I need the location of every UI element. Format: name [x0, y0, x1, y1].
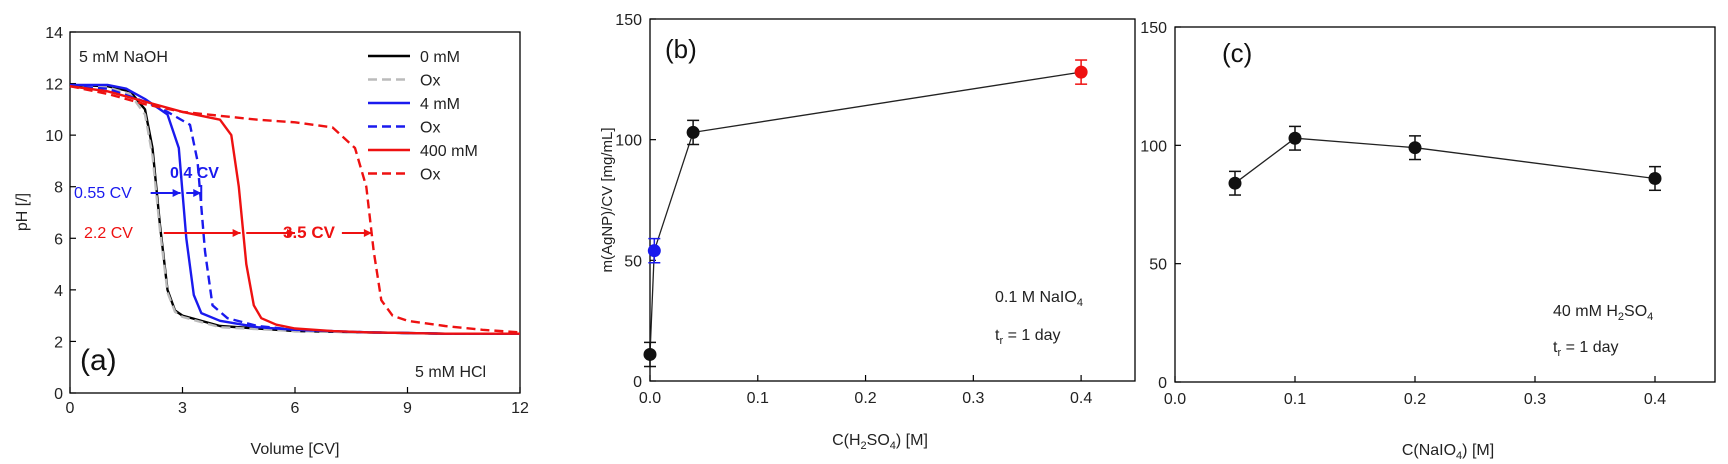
x-tick-label: 3: [178, 400, 187, 417]
panel-a-plot-area: [69, 31, 521, 394]
x-tick-label: 0.0: [1164, 391, 1186, 408]
panel-c: 0.0 0.1 0.2 0.3 0.4 0 50 100 150 C(NaIO4) [M] (c…: [1140, 20, 1716, 462]
arrow-red-1-head: [232, 229, 241, 237]
panel-b-annotation-2: tr = 1 day: [995, 327, 1061, 347]
legend-label-5: Ox: [420, 167, 440, 184]
data-point-0: [1228, 176, 1242, 190]
series-line-5: [69, 85, 521, 334]
y-tick-label: 50: [1149, 257, 1167, 274]
x-tick-label: 0.2: [1404, 391, 1426, 408]
panel-c-plot-area: [1174, 26, 1716, 383]
x-tick-label: 0.0: [639, 390, 661, 407]
x-tick-label: 0: [66, 400, 75, 417]
data-point-3: [1648, 171, 1662, 185]
panel-b-annotation-1: 0.1 M NaIO4: [995, 289, 1083, 309]
y-tick-label: 0: [54, 386, 63, 403]
y-tick-label: 4: [54, 283, 63, 300]
connecting-line: [1234, 137, 1656, 184]
data-point-3: [1074, 65, 1088, 79]
legend-label-2: 4 mM: [420, 96, 460, 113]
y-tick-label: 0: [1158, 375, 1167, 392]
annotation-hcl: 5 mM HCl: [415, 364, 486, 381]
x-tick-label: 0.1: [747, 390, 769, 407]
panel-c-annotation-1: 40 mM H2SO4: [1553, 303, 1653, 323]
y-tick-label: 8: [54, 180, 63, 197]
panel-c-points: [1228, 125, 1662, 196]
panel-b-ticks: 0.0 0.1 0.2 0.3 0.4 0 50 100 150: [615, 12, 1092, 407]
y-tick-label: 150: [1140, 20, 1167, 37]
y-tick-label: 100: [615, 133, 642, 150]
x-tick-label: 12: [511, 400, 529, 417]
data-point-2: [1408, 141, 1422, 155]
data-point-1: [1288, 131, 1302, 145]
y-tick-label: 6: [54, 231, 63, 248]
x-tick-label: 0.3: [962, 390, 984, 407]
panel-b-ylabel: m(AgNP)/CV [mg/mL]: [599, 127, 616, 272]
panel-c-label: (c): [1222, 38, 1252, 68]
x-tick-label: 0.4: [1070, 390, 1092, 407]
y-tick-label: 100: [1140, 138, 1167, 155]
data-point-0: [643, 347, 657, 361]
panel-b-xlabel: C(H2SO4) [M]: [832, 432, 928, 452]
panel-a-lines: [69, 83, 521, 335]
panel-a-xlabel: Volume [CV]: [251, 441, 340, 458]
annotation-blue-left: 0.55 CV: [74, 185, 132, 202]
y-tick-label: 10: [45, 128, 63, 145]
arrow-red-2a-head: [287, 229, 295, 237]
annotation-naoh: 5 mM NaOH: [79, 49, 168, 66]
panel-b-points: [643, 59, 1088, 368]
annotation-red-right: 3.5 CV: [283, 223, 336, 242]
legend-label-3: Ox: [420, 120, 440, 137]
y-tick-label: 50: [624, 253, 642, 270]
panel-a-ylabel: pH [/]: [14, 193, 31, 231]
panel-c-xlabel: C(NaIO4) [M]: [1402, 442, 1494, 462]
y-tick-label: 12: [45, 77, 63, 94]
y-tick-label: 14: [45, 25, 63, 42]
y-tick-label: 2: [54, 334, 63, 351]
x-tick-label: 9: [403, 400, 412, 417]
series-line-3: [69, 85, 520, 335]
legend-label-0: 0 mM: [420, 49, 460, 66]
panel-c-ticks: 0.0 0.1 0.2 0.3 0.4 0 50 100 150: [1140, 20, 1666, 408]
panel-a-legend: 0 mM Ox 4 mM Ox 400 mM Ox: [368, 49, 478, 184]
data-point-1: [647, 244, 661, 258]
data-point-2: [686, 125, 700, 139]
panel-b-plot-area: [649, 18, 1136, 382]
y-tick-label: 0: [633, 374, 642, 391]
x-tick-label: 0.3: [1524, 391, 1546, 408]
annotation-red-left: 2.2 CV: [84, 225, 133, 242]
panel-b-label: (b): [665, 34, 697, 64]
x-tick-label: 0.1: [1284, 391, 1306, 408]
panel-a-label: (a): [80, 344, 117, 377]
x-tick-label: 6: [291, 400, 300, 417]
y-tick-label: 150: [615, 12, 642, 29]
annotation-blue-right: 0.4 CV: [170, 165, 219, 182]
arrow-red-2b-head: [363, 229, 372, 237]
legend-label-4: 400 mM: [420, 143, 478, 160]
series-line-4: [69, 85, 520, 335]
x-tick-label: 0.2: [854, 390, 876, 407]
panel-a-arrows: [150, 185, 372, 237]
legend-label-1: Ox: [420, 73, 440, 90]
panel-b: 0.0 0.1 0.2 0.3 0.4 0 50 100 150 m(AgNP)/CV [mg/…: [599, 12, 1136, 452]
x-tick-label: 0.4: [1644, 391, 1666, 408]
panel-a-ticks: 0 3 6 9 12 0 2 4 6 8 10 12 14: [45, 25, 529, 417]
connecting-line: [649, 71, 1082, 355]
panel-a: 0 3 6 9 12 0 2 4 6 8 10 12 14 0 mM Ox 4 mM Ox 400 mM Ox p…: [14, 25, 529, 458]
panel-c-annotation-2: tr = 1 day: [1553, 339, 1619, 359]
arrow-blue-1-head: [172, 189, 181, 197]
arrow-blue-2-head: [193, 189, 202, 197]
